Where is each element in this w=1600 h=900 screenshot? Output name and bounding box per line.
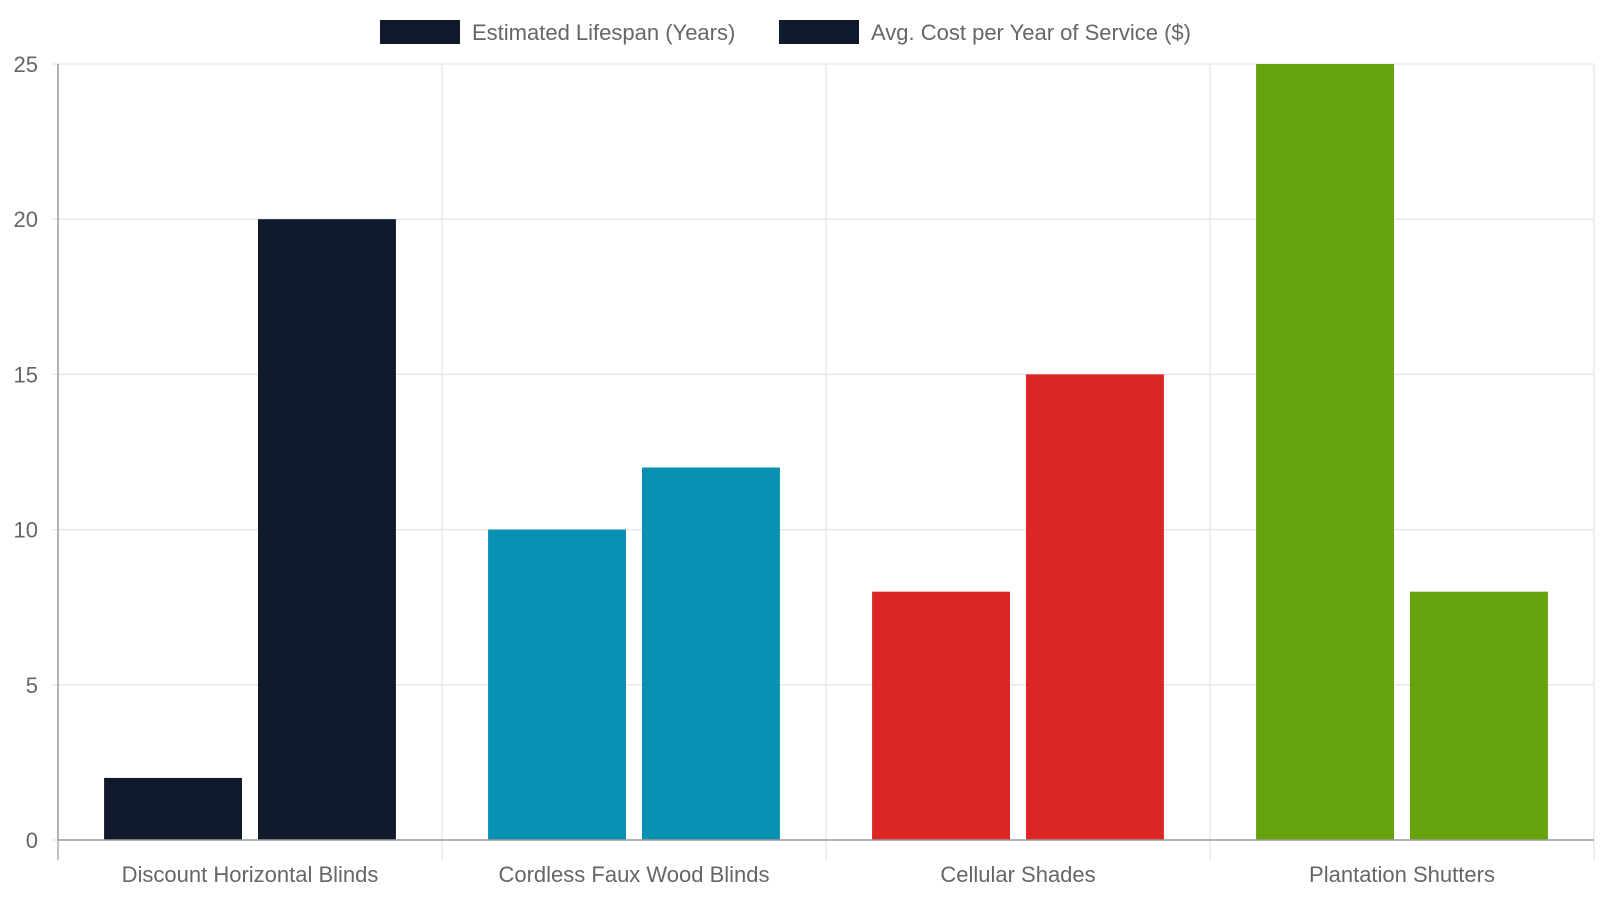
y-tick-label: 15 (14, 362, 38, 387)
y-tick-label: 10 (14, 518, 38, 543)
bar-lifespan-2[interactable] (872, 591, 1010, 840)
y-tick-label: 0 (26, 828, 38, 853)
bar-lifespan-0[interactable] (104, 777, 242, 840)
x-tick-label: Cordless Faux Wood Blinds (498, 862, 769, 887)
legend-swatch-lifespan[interactable] (380, 20, 460, 44)
bar-cost-2[interactable] (1026, 374, 1164, 840)
bar-lifespan-3[interactable] (1256, 64, 1394, 840)
bar-cost-1[interactable] (642, 467, 780, 840)
y-tick-label: 25 (14, 52, 38, 77)
bars (104, 64, 1548, 840)
x-tick-label: Discount Horizontal Blinds (122, 862, 379, 887)
axes (57, 64, 1594, 841)
x-tick-label: Cellular Shades (940, 862, 1095, 887)
legend-swatch-cost[interactable] (779, 20, 859, 44)
y-tick-labels: 0 5 10 15 20 25 (14, 52, 38, 853)
x-tick-label: Plantation Shutters (1309, 862, 1495, 887)
bar-cost-0[interactable] (258, 219, 396, 840)
legend: Estimated Lifespan (Years) Avg. Cost per… (380, 20, 1191, 45)
bar-cost-3[interactable] (1410, 591, 1548, 840)
legend-label-cost[interactable]: Avg. Cost per Year of Service ($) (871, 20, 1191, 45)
x-tick-labels: Discount Horizontal Blinds Cordless Faux … (122, 862, 1495, 887)
legend-label-lifespan[interactable]: Estimated Lifespan (Years) (472, 20, 735, 45)
y-tick-label: 20 (14, 207, 38, 232)
y-tick-label: 5 (26, 673, 38, 698)
bar-lifespan-1[interactable] (488, 529, 626, 840)
